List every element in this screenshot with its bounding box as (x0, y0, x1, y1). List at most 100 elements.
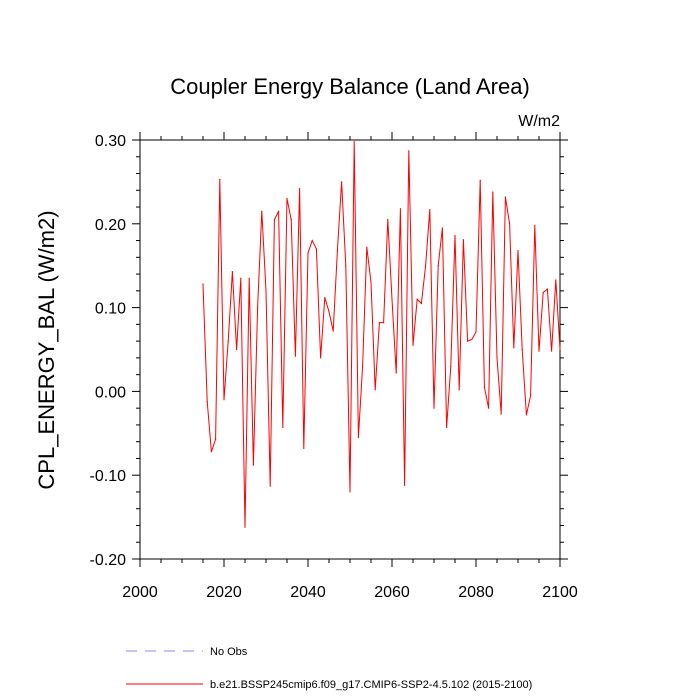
data-point (286, 198, 288, 200)
data-point (488, 407, 490, 409)
data-point (504, 196, 506, 198)
data-point (387, 219, 389, 221)
data-point (257, 307, 259, 309)
data-point (282, 426, 284, 429)
y-tick-label: 0.10 (95, 301, 126, 318)
data-point (454, 234, 456, 237)
data-point (378, 322, 380, 324)
data-point (223, 399, 225, 401)
data-point (475, 331, 477, 333)
data-point (399, 208, 401, 210)
x-tick-label: 2100 (542, 584, 578, 601)
data-point (324, 296, 326, 299)
chart-title: Coupler Energy Balance (Land Area) (170, 74, 530, 99)
x-tick-label: 2020 (206, 584, 242, 601)
data-point (273, 219, 275, 221)
data-point (332, 330, 334, 332)
data-point (366, 246, 368, 248)
data-point (395, 372, 397, 374)
y-tick-label: 0.20 (95, 217, 126, 234)
legend-label: No Obs (210, 646, 248, 658)
y-tick-label: -0.20 (90, 552, 127, 569)
data-point (244, 526, 246, 528)
data-point (408, 150, 410, 152)
data-point (294, 355, 296, 357)
data-point (559, 348, 561, 351)
data-point (433, 407, 435, 409)
data-point (269, 485, 271, 487)
legend-label: b.e21.BSSP245cmip6.f09_g17.CMIP6-SSP2-4.… (210, 679, 532, 691)
data-point (404, 484, 406, 486)
data-point (303, 447, 305, 449)
data-point (202, 283, 204, 285)
y-axis-label: CPL_ENERGY_BAL (W/m2) (34, 210, 59, 489)
data-point (210, 451, 212, 453)
data-point (290, 219, 292, 221)
data-point (483, 386, 485, 388)
data-point (299, 188, 301, 190)
data-point (391, 298, 393, 300)
data-point (513, 347, 515, 349)
data-point (530, 394, 532, 397)
data-point (357, 436, 359, 439)
data-point (252, 464, 254, 466)
data-point (248, 277, 250, 279)
data-point (336, 250, 338, 252)
data-point (215, 438, 217, 440)
x-tick-label: 2040 (290, 584, 326, 601)
data-point (446, 426, 448, 429)
series-line (202, 141, 561, 528)
data-point (227, 340, 229, 342)
y-tick-label: -0.10 (90, 468, 127, 485)
data-point (509, 223, 511, 225)
data-point (500, 413, 502, 415)
data-point (555, 279, 557, 281)
data-point (420, 302, 422, 305)
axis-ticks (132, 132, 568, 567)
data-point (231, 270, 233, 273)
data-point (467, 340, 469, 342)
data-point (345, 265, 347, 267)
data-point (278, 210, 280, 212)
data-point (496, 357, 498, 359)
data-point (479, 179, 481, 181)
data-point (349, 491, 351, 493)
x-tick-label: 2000 (122, 584, 158, 601)
y-tick-label: 0.00 (95, 384, 126, 401)
data-point (206, 400, 208, 403)
x-tick-label: 2080 (458, 584, 494, 601)
data-point (521, 348, 523, 351)
data-point (265, 290, 267, 292)
axis-tick-labels: 2000 2020 2040 2060 2080 2100 -0.20 -0.10 0.00 0.… (90, 133, 578, 601)
data-point (315, 248, 317, 250)
data-point (462, 239, 464, 241)
data-point (471, 338, 473, 341)
data-point (374, 389, 376, 391)
data-point (542, 291, 544, 294)
data-point (320, 357, 322, 359)
data-point (458, 389, 460, 391)
data-point (353, 141, 355, 143)
data-point (450, 365, 452, 367)
data-point (341, 181, 343, 183)
x-tick-label: 2060 (374, 584, 410, 601)
data-point (307, 252, 309, 254)
units-label: W/m2 (518, 113, 560, 130)
data-point (437, 265, 439, 267)
data-point (236, 348, 238, 351)
series-group (202, 141, 561, 528)
data-point (412, 344, 414, 346)
data-point (551, 350, 553, 352)
data-point (370, 281, 372, 284)
data-point (525, 414, 528, 416)
data-point (441, 227, 443, 229)
data-point (416, 298, 418, 300)
data-point (261, 210, 263, 212)
data-point (429, 208, 431, 211)
data-point (492, 191, 494, 193)
data-point (362, 365, 364, 367)
data-point (219, 178, 221, 180)
data-point (383, 322, 385, 324)
data-point (517, 250, 519, 252)
